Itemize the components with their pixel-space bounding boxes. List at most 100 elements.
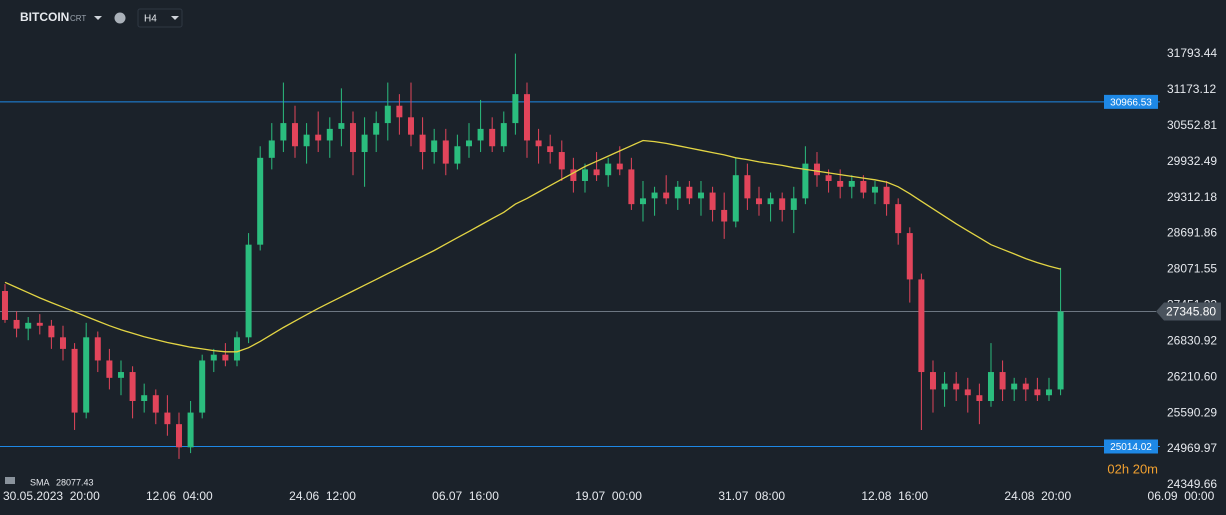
x-tick-label: 19.07 00:00 (575, 489, 642, 503)
candle-body (396, 105, 403, 118)
candle-body (628, 169, 635, 205)
candle-body (384, 105, 391, 124)
candle-body (523, 94, 530, 141)
y-tick-label: 30552.81 (1167, 118, 1217, 132)
candle-body (581, 169, 588, 181)
candle-body (129, 372, 136, 401)
x-tick-label: 12.08 16:00 (861, 489, 928, 503)
candle-body (257, 157, 264, 245)
candle-body (663, 192, 670, 199)
y-tick-label: 26210.60 (1167, 369, 1217, 383)
candle-body (83, 337, 90, 413)
candle-body (895, 204, 902, 234)
countdown: 02h 20m (1107, 461, 1158, 476)
x-tick-label: 06.09 00:00 (1148, 489, 1215, 503)
toolbar: BITCOIN CRT H4 (20, 8, 183, 28)
x-tick-label: 31.07 08:00 (718, 489, 785, 503)
timeframe-box[interactable] (137, 8, 183, 28)
candle-body (709, 192, 716, 210)
market: CRT (70, 14, 86, 23)
symbol-dropdown[interactable] (94, 16, 102, 20)
y-tick-label: 28071.55 (1167, 262, 1217, 276)
y-tick-label: 31173.12 (1167, 82, 1216, 96)
candle-body (280, 123, 287, 141)
candle-body (813, 163, 820, 176)
candle-body (454, 146, 461, 164)
candle-body (906, 233, 913, 280)
x-tick-label: 30.05.2023 20:00 (3, 489, 100, 503)
candle-body (419, 134, 426, 153)
candle-body (558, 152, 565, 170)
candle-body (13, 319, 20, 329)
candle-body (605, 163, 612, 176)
candle-body (1011, 383, 1018, 390)
candle-body (94, 337, 101, 361)
sma-name: SMA (30, 477, 50, 487)
candle-body (639, 198, 646, 205)
candle-body (651, 192, 658, 199)
candle-body (187, 412, 194, 448)
candle-body (71, 348, 78, 413)
info-icon[interactable] (114, 12, 126, 24)
candle-body (1034, 389, 1041, 396)
sma-legend: SMA 28077.43 (5, 477, 94, 487)
y-tick-label: 24969.97 (1167, 441, 1217, 455)
candle-body (315, 134, 322, 141)
current-price-label: 27345.80 (1166, 305, 1216, 319)
candle-body (326, 128, 333, 141)
candle-body (152, 395, 159, 413)
candle-body (1, 290, 8, 320)
candle-body (976, 395, 983, 401)
candle-body (686, 186, 693, 199)
candle-body (25, 322, 32, 329)
level-label: 30966.53 (1110, 98, 1152, 109)
candle-body (825, 175, 832, 181)
symbol[interactable]: BITCOIN (20, 10, 69, 24)
y-tick-label: 31793.44 (1167, 46, 1217, 60)
candle-body (779, 198, 786, 210)
timeframe-dropdown[interactable] (171, 16, 179, 20)
candle-body (547, 146, 554, 153)
candle-body (570, 169, 577, 181)
candle-body (489, 128, 496, 147)
y-tick-label: 28691.86 (1167, 226, 1217, 240)
candle-body (744, 175, 751, 199)
candle-body (175, 424, 182, 448)
candle-body (407, 117, 414, 135)
y-tick-label: 26830.92 (1167, 333, 1217, 347)
candle-body (36, 322, 43, 326)
candle-body (1022, 383, 1029, 390)
candle-body (361, 134, 368, 153)
candle-body (512, 94, 519, 124)
candle-body (790, 198, 797, 210)
candle-body (500, 123, 507, 147)
candle-body (755, 198, 762, 205)
x-tick-label: 24.08 20:00 (1004, 489, 1071, 503)
candle-body (802, 163, 809, 199)
candle-body (106, 360, 113, 378)
candle-body (987, 372, 994, 401)
candle-body (268, 140, 275, 158)
candle-body (349, 123, 356, 153)
candle-body (338, 123, 345, 129)
candle-body (465, 140, 472, 147)
candle-body (1057, 311, 1064, 390)
candle-body (964, 389, 971, 396)
sma-icon (5, 477, 15, 484)
candle-body (918, 279, 925, 373)
level-label: 25014.02 (1110, 442, 1152, 453)
timeframe[interactable]: H4 (144, 14, 157, 25)
candle-body (593, 169, 600, 176)
candle-body (477, 128, 484, 141)
candle-body (953, 383, 960, 390)
plot (0, 53, 1160, 459)
candle-body (245, 244, 252, 338)
candle-body (871, 186, 878, 193)
sma-line (4, 139, 1061, 353)
candle-body (233, 337, 240, 361)
y-tick-label: 29312.18 (1167, 190, 1217, 204)
candle-body (48, 325, 55, 338)
level-label-box (1104, 94, 1158, 109)
candle-body (442, 140, 449, 164)
